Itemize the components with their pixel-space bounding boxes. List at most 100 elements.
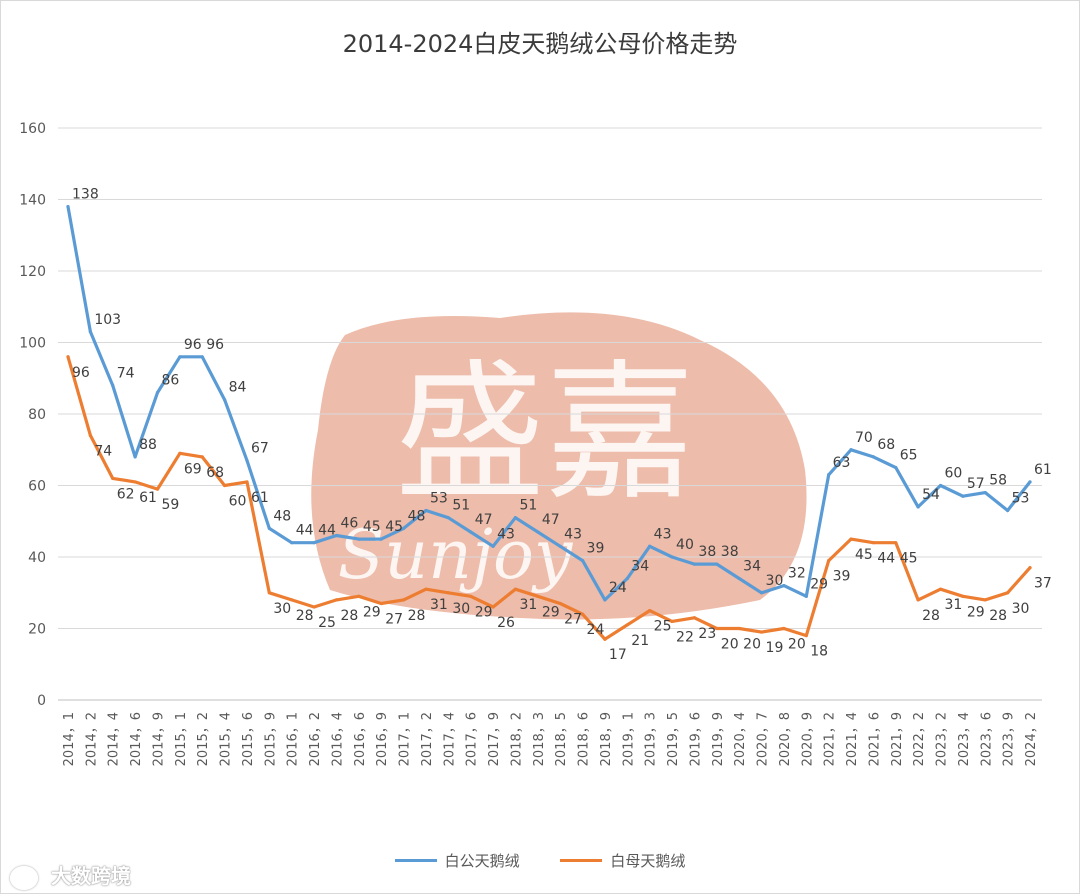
data-label-female: 30 [273,601,291,617]
data-point-male [849,448,853,452]
x-tick-label: 2021，9 [890,712,905,766]
x-tick-label: 2020，8 [778,712,793,766]
x-tick-label: 2023，6 [979,712,994,766]
x-tick-label: 2015，1 [174,712,189,766]
y-tick-label: 80 [28,407,46,423]
data-label-female: 74 [94,443,112,459]
x-tick-label: 2014，2 [84,712,99,766]
data-label-male: 103 [94,312,121,328]
data-point-female [983,598,987,602]
x-tick-label: 2015，4 [219,712,234,766]
data-point-male [871,455,875,459]
data-label-female: 96 [72,365,90,381]
y-tick-label: 40 [28,550,46,566]
data-point-male [558,544,562,548]
data-point-female [401,598,406,602]
x-tick-label: 2017，9 [487,712,502,766]
data-point-female [670,619,674,623]
data-label-male: 88 [139,437,157,453]
data-point-female [894,541,898,545]
data-label-male: 68 [877,437,895,453]
data-label-male: 54 [922,487,940,503]
data-label-male: 51 [452,498,470,514]
legend-label-female: 白母天鹅绒 [610,852,686,870]
data-label-female: 61 [251,490,269,506]
legend-label-male: 白公天鹅绒 [444,852,520,870]
y-tick-label: 120 [19,264,46,280]
data-label-male: 43 [564,526,582,542]
x-tick-label: 2014，1 [62,712,77,766]
data-point-male [827,473,831,477]
data-point-male [692,562,697,566]
data-label-female: 62 [117,486,135,502]
data-point-male [88,330,92,334]
data-label-female: 28 [296,608,314,624]
data-label-female: 45 [855,547,873,563]
data-point-female [155,487,160,491]
data-label-female: 29 [967,604,985,620]
data-point-male [491,544,495,548]
data-point-female [916,598,920,602]
data-point-female [200,455,204,459]
data-point-male [267,526,271,531]
data-point-male [424,508,428,513]
data-label-male: 70 [855,430,873,446]
data-point-male [648,544,652,548]
x-tick-label: 2019，1 [621,712,636,766]
data-point-male [1028,480,1032,484]
data-point-male [223,398,227,402]
data-point-female [267,591,271,595]
data-label-male: 53 [1012,491,1030,507]
y-tick-label: 140 [19,193,46,209]
data-point-female [961,594,965,598]
data-label-female: 20 [788,637,806,653]
data-point-male [715,562,719,566]
x-axis: 2014，1 2014，2 2014，4 2014，6 2014，9 2015，1 2015… [62,712,1039,766]
data-point-female [88,433,92,438]
data-point-female [737,626,741,631]
data-label-female: 18 [810,644,828,660]
data-point-male [804,594,808,598]
data-label-male: 53 [430,491,448,507]
data-label-female: 61 [139,490,157,506]
data-point-female [827,558,831,563]
y-tick-label: 20 [28,622,46,638]
data-point-female [558,601,562,606]
x-tick-label: 2018，6 [577,712,592,766]
data-label-female: 22 [676,629,694,645]
data-label-male: 96 [184,337,202,353]
x-tick-label: 2020，4 [733,712,748,766]
data-point-female [603,637,607,641]
x-tick-label: 2018，3 [532,712,547,766]
series-lines [66,205,1032,641]
data-label-male: 45 [363,519,381,535]
data-label-male: 86 [161,373,179,389]
data-point-female [357,594,361,598]
data-label-female: 31 [430,597,448,613]
x-tick-label: 2019，9 [711,712,726,766]
data-point-male [401,526,406,531]
data-label-male: 40 [676,537,694,553]
data-label-male: 51 [519,498,537,514]
x-tick-label: 2019，6 [688,712,703,766]
data-label-male: 30 [766,573,784,589]
x-tick-label: 2014，6 [129,712,144,766]
x-tick-label: 2014，9 [151,712,166,766]
data-label-male: 44 [296,523,314,539]
data-point-male [737,576,741,581]
data-label-female: 37 [1034,576,1052,592]
data-point-male [357,537,361,541]
data-point-male [469,530,473,534]
x-tick-label: 2022，2 [912,712,927,766]
data-label-female: 29 [363,604,381,620]
y-tick-label: 60 [28,479,46,495]
data-label-male: 43 [654,526,672,542]
data-label-female: 45 [900,551,918,567]
data-label-male: 57 [967,476,985,492]
gridlines [58,127,1042,701]
data-point-male [916,505,920,509]
data-point-female [469,594,473,598]
data-label-female: 30 [452,601,470,617]
data-point-male [446,516,450,520]
data-point-female [759,630,764,634]
